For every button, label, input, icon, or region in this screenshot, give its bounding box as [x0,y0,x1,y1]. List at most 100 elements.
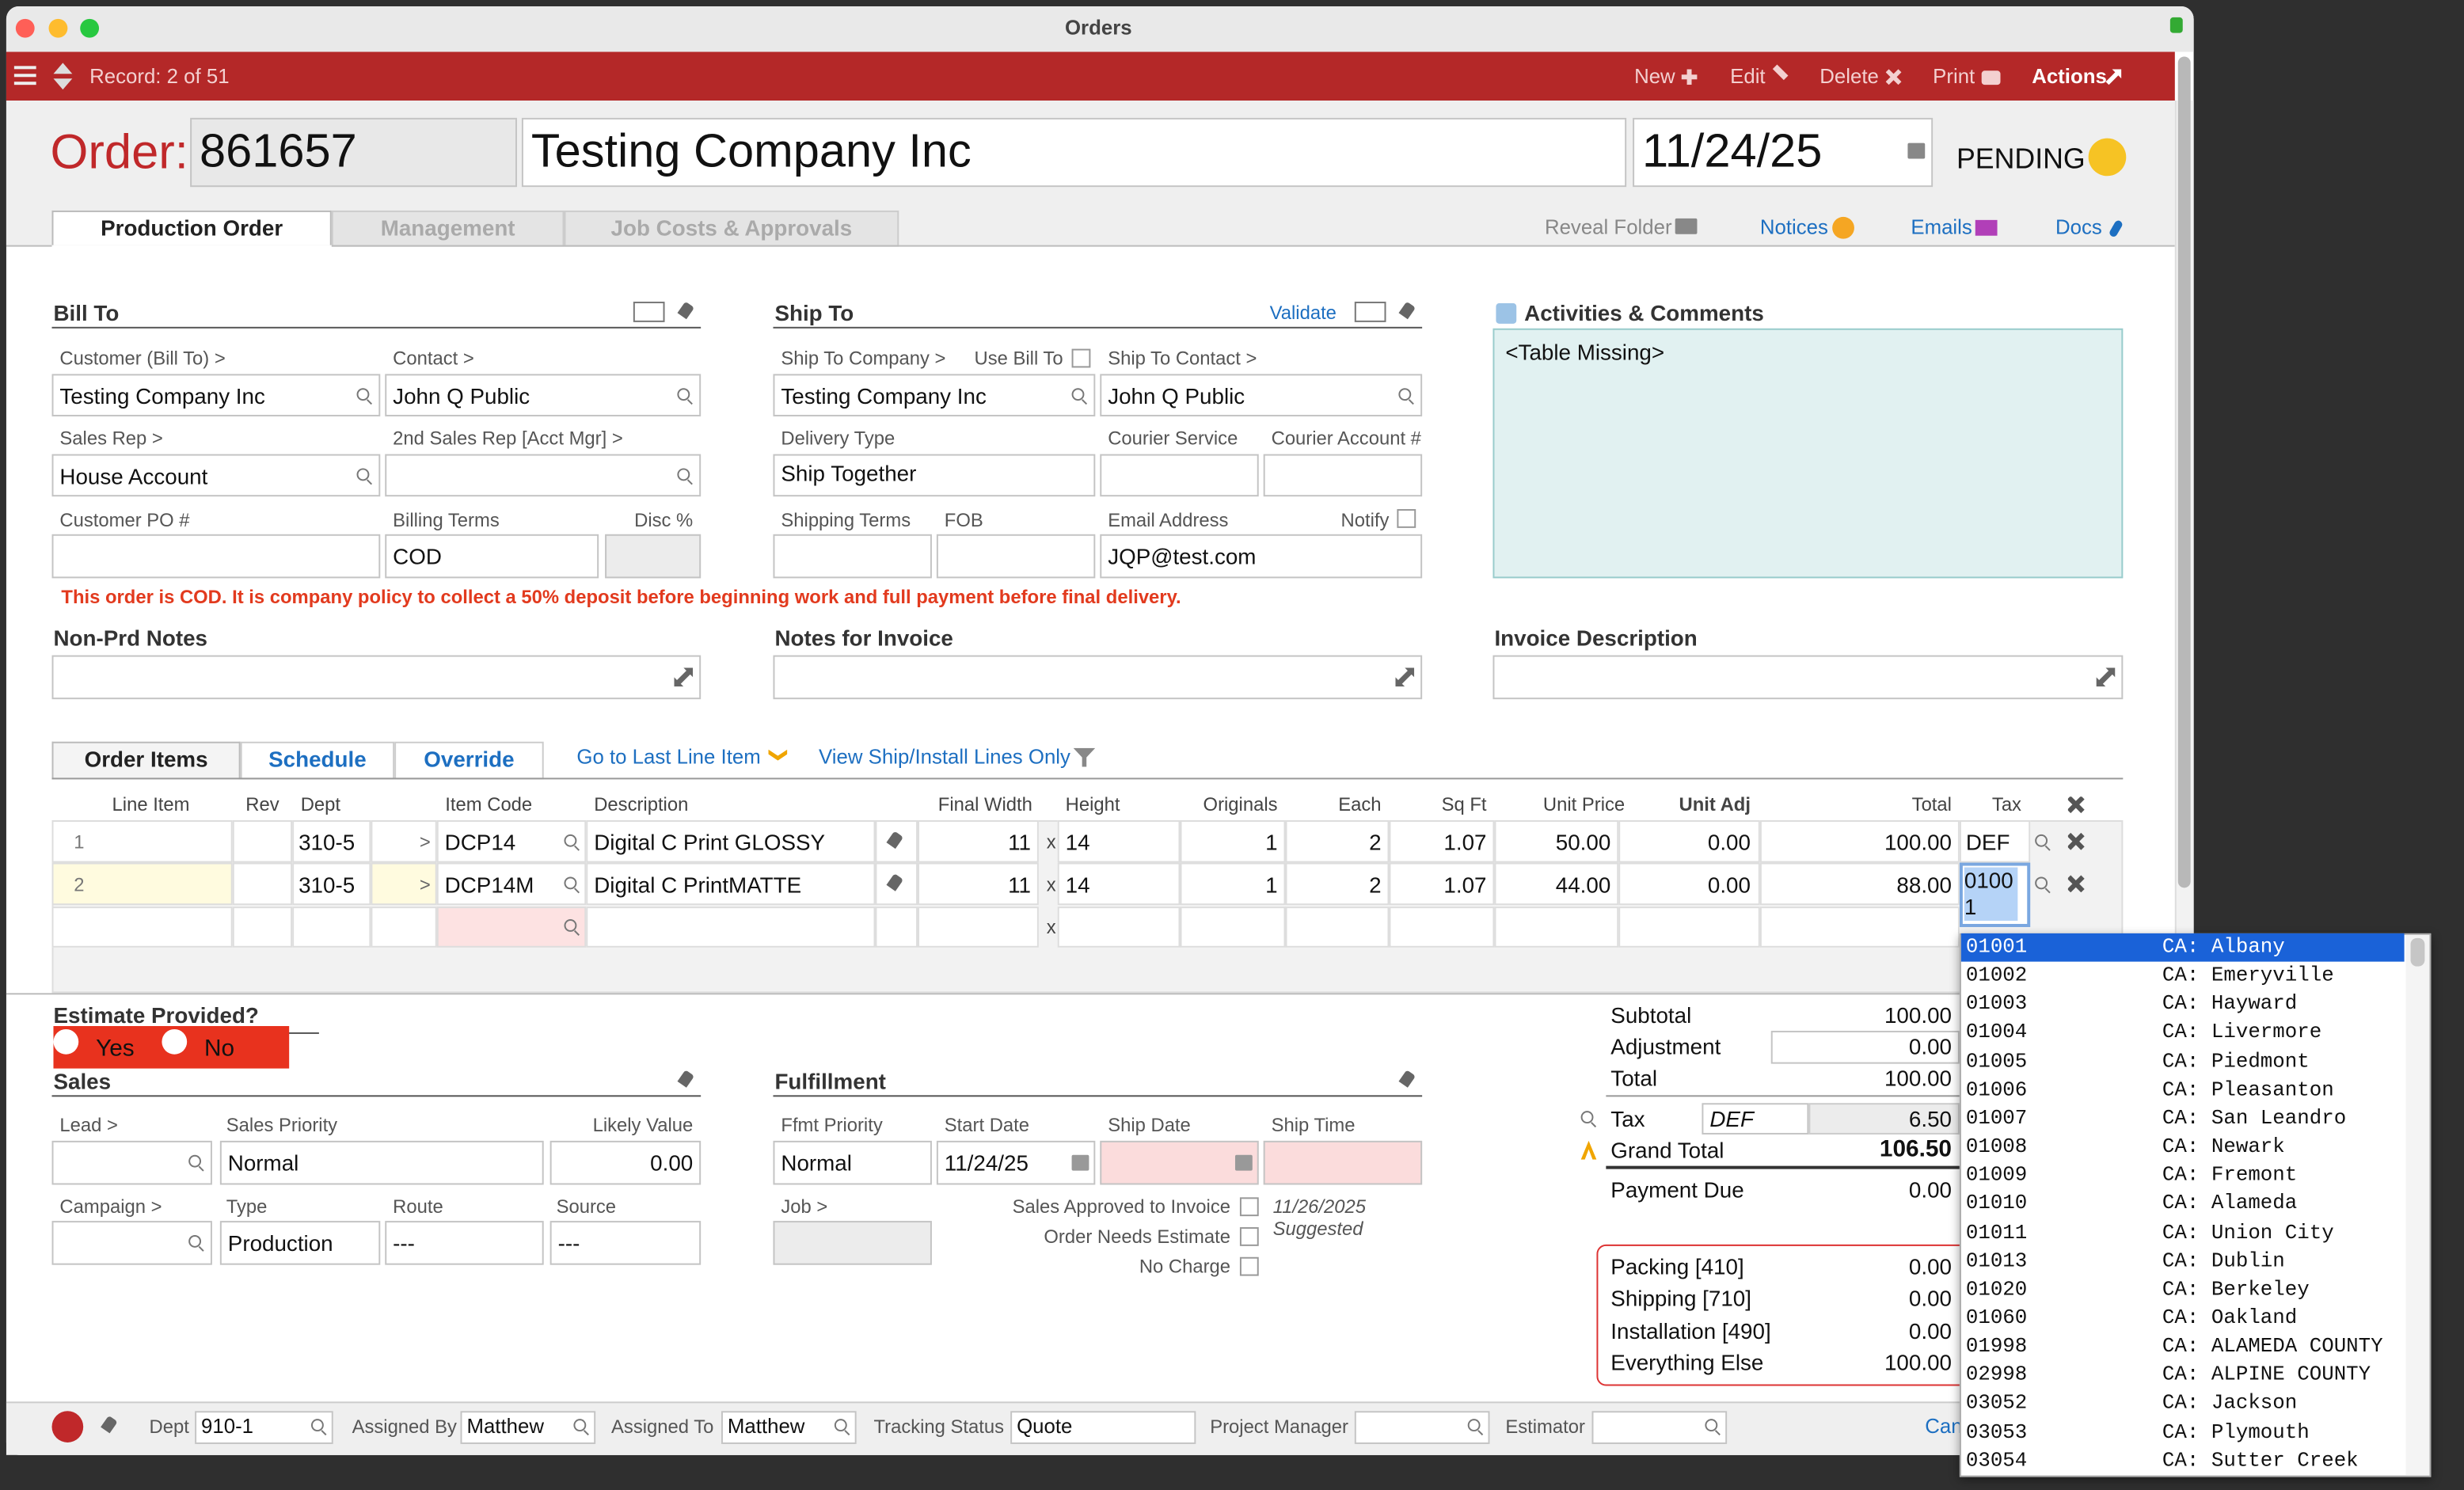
input-field[interactable] [51,534,381,579]
search-icon[interactable] [834,1419,847,1432]
toolbar-button[interactable]: Actions [2032,64,2107,89]
option-code[interactable]: 01001 [1965,934,2028,959]
remove-row-icon[interactable] [2067,832,2085,850]
adjustment-field[interactable] [1770,1030,1960,1064]
option-name[interactable]: CA: Livermore [2162,1020,2322,1044]
input-field[interactable] [385,454,702,497]
option-name[interactable]: CA: Oakland [2162,1306,2298,1329]
radio-no[interactable] [162,1028,188,1055]
search-icon[interactable] [564,919,577,932]
option-code[interactable]: 01998 [1965,1334,2028,1358]
print-icon[interactable] [1981,70,2001,85]
search-icon[interactable] [1071,387,1085,401]
tax-code[interactable]: 01001 [1964,867,2018,922]
option-code[interactable]: 01005 [1965,1048,2028,1073]
search-icon[interactable] [310,1419,324,1432]
card-icon[interactable] [633,301,665,321]
emails-link[interactable]: Emails [1911,215,1972,239]
search-icon[interactable] [1467,1419,1481,1432]
search-icon[interactable] [1705,1419,1718,1432]
record-arrows[interactable] [53,78,73,90]
option-code[interactable]: 01060 [1965,1306,2028,1329]
option-name[interactable]: CA: Newark [2162,1135,2285,1158]
input-field[interactable] [51,1140,212,1185]
minimize-button[interactable] [48,18,68,38]
input-field[interactable] [936,534,1096,579]
input-field[interactable] [773,454,1096,497]
toolbar-button[interactable]: Edit [1730,64,1766,89]
option-name[interactable]: CA: Dublin [2162,1249,2285,1272]
search-icon[interactable] [2035,833,2048,846]
option-code[interactable]: 01009 [1965,1163,2028,1187]
search-icon[interactable] [356,387,370,401]
input-field[interactable] [773,534,932,579]
footer-field[interactable] [195,1411,333,1444]
option-name[interactable]: CA: Hayward [2162,991,2298,1016]
reveal-folder-link[interactable]: Reveal Folder [1544,215,1672,239]
lock-icon[interactable] [2169,17,2183,33]
notices-link[interactable]: Notices [1759,215,1828,239]
card-icon[interactable] [1354,301,1386,321]
option-code[interactable]: 03053 [1965,1420,2028,1444]
input-field[interactable] [773,1140,932,1185]
footer-field[interactable] [460,1411,596,1444]
search-icon[interactable] [188,1154,202,1168]
search-icon[interactable] [564,833,577,846]
option-name[interactable]: CA: ALPINE COUNTY [2162,1363,2371,1386]
footer-field[interactable] [1591,1411,1728,1444]
remove-row-icon[interactable] [2067,875,2085,893]
input-field[interactable] [1263,454,1423,497]
radio-yes[interactable] [53,1028,79,1055]
delete-icon[interactable] [1885,69,1902,86]
option-code[interactable]: 01002 [1965,963,2028,987]
option-code[interactable]: 01010 [1965,1192,2028,1215]
option-name[interactable]: CA: Albany [2162,934,2285,959]
option-code[interactable]: 01008 [1965,1135,2028,1158]
option-code[interactable]: 01020 [1965,1277,2028,1301]
checkbox[interactable] [1071,348,1091,368]
option-name[interactable]: CA: Piedmont [2162,1048,2310,1073]
input-field[interactable] [1492,655,2124,700]
option-name[interactable]: CA: Sutter Creek [2162,1448,2359,1473]
input-field[interactable] [51,1221,212,1265]
ship-install-link[interactable]: View Ship/Install Lines Only [819,744,1070,769]
input-field[interactable] [385,1221,544,1265]
close-button[interactable] [15,18,35,38]
company-field[interactable] [521,117,1627,188]
calendar-icon[interactable] [1907,143,1925,159]
checkbox[interactable] [1239,1197,1259,1217]
input-field[interactable] [1263,1140,1423,1185]
table-scroll[interactable] [2100,823,2122,846]
footer-field[interactable] [721,1411,857,1444]
search-icon[interactable] [1398,387,1412,401]
info-icon[interactable] [51,1411,84,1442]
zoom-button[interactable] [80,18,100,38]
cancel-link[interactable]: Can [1925,1414,1963,1438]
option-name[interactable]: CA: ALAMEDA COUNTY [2162,1334,2383,1358]
toolbar-button[interactable]: Delete [1819,64,1879,89]
option-code[interactable]: 01003 [1965,991,2028,1016]
tax-code-field[interactable] [1702,1103,1809,1135]
search-icon[interactable] [677,467,690,481]
input-field[interactable] [219,1221,381,1265]
search-icon[interactable] [2035,876,2048,889]
checkbox[interactable] [1397,509,1416,528]
input-field[interactable] [773,655,1423,700]
calendar-icon[interactable] [1234,1154,1252,1171]
docs-link[interactable]: Docs [2055,215,2102,239]
toolbar-button[interactable]: Print [1933,64,1975,89]
checkbox[interactable] [1239,1256,1259,1276]
option-code[interactable]: 01007 [1965,1106,2028,1130]
input-field[interactable] [1100,454,1259,497]
checkbox[interactable] [1239,1227,1259,1246]
option-code[interactable]: 01004 [1965,1020,2028,1044]
add-icon[interactable] [1495,302,1516,323]
input-field[interactable] [549,1140,702,1185]
option-name[interactable]: CA: Plymouth [2162,1420,2310,1444]
input-field[interactable] [605,534,702,579]
option-code[interactable]: 03054 [1965,1448,2028,1473]
input-field[interactable] [51,655,702,700]
option-code[interactable]: 03052 [1965,1391,2028,1415]
search-icon[interactable] [188,1234,202,1248]
input-field[interactable] [773,1221,932,1265]
